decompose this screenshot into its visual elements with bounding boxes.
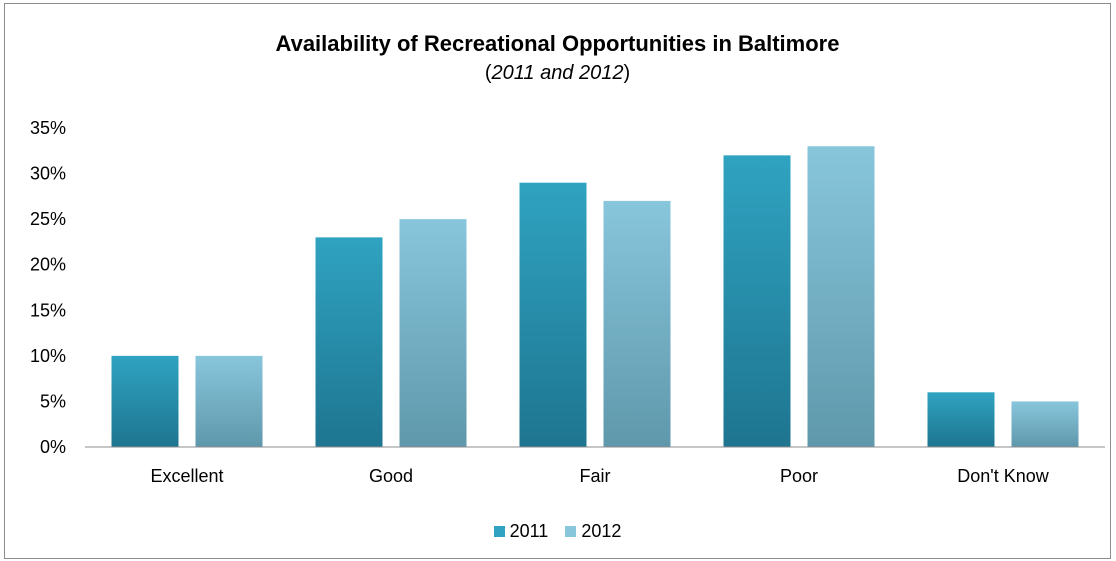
y-tick-label: 20% — [30, 255, 66, 275]
x-axis-labels: Excellent Good Fair Poor Don't Know — [150, 466, 1049, 486]
bar-2012 — [603, 200, 671, 447]
legend-item-2011: 2011 — [493, 521, 549, 542]
subtitle-years: 2011 and 2012 — [491, 62, 624, 84]
x-tick-label: Good — [369, 466, 413, 486]
y-tick-label: 0% — [40, 437, 66, 457]
y-axis-labels: 0% 5% 10% 15% 20% 25% 30% 35% — [30, 118, 66, 457]
bar-2012 — [195, 355, 263, 447]
x-tick-label: Fair — [580, 466, 611, 486]
y-tick-label: 30% — [30, 164, 66, 184]
x-tick-label: Don't Know — [957, 466, 1049, 486]
bar-2011 — [111, 355, 179, 447]
bars — [111, 146, 1079, 448]
subtitle-paren-open: ( — [484, 62, 492, 84]
y-tick-label: 10% — [30, 346, 66, 366]
y-tick-label: 35% — [30, 118, 66, 138]
legend-item-2012: 2012 — [565, 521, 621, 542]
chart-frame: Availability of Recreational Opportuniti… — [4, 3, 1111, 559]
x-tick-label: Excellent — [150, 466, 223, 486]
x-tick-label: Poor — [780, 466, 818, 486]
bar-2011 — [519, 182, 587, 447]
y-tick-label: 15% — [30, 300, 66, 320]
chart-subtitle: (2011 and 2012) — [5, 62, 1110, 85]
bar-2011 — [315, 237, 383, 447]
legend: 2011 2012 — [5, 521, 1110, 542]
legend-label-2011: 2011 — [509, 521, 549, 541]
bar-2012 — [1011, 401, 1079, 447]
subtitle-paren-close: ) — [623, 62, 631, 84]
chart-title: Availability of Recreational Opportuniti… — [275, 31, 840, 56]
legend-label-2012: 2012 — [581, 521, 622, 541]
bar-2012 — [399, 219, 467, 447]
legend-swatch-2011 — [493, 526, 505, 537]
legend-swatch-2012 — [565, 526, 577, 537]
y-tick-label: 5% — [40, 391, 66, 411]
bar-2012 — [807, 146, 875, 447]
bar-2011 — [723, 155, 791, 448]
bar-2011 — [927, 392, 995, 447]
y-tick-label: 25% — [30, 209, 66, 229]
bar-chart: 0% 5% 10% 15% 20% 25% 30% 35% Excellent Good Fair… — [30, 118, 1105, 486]
